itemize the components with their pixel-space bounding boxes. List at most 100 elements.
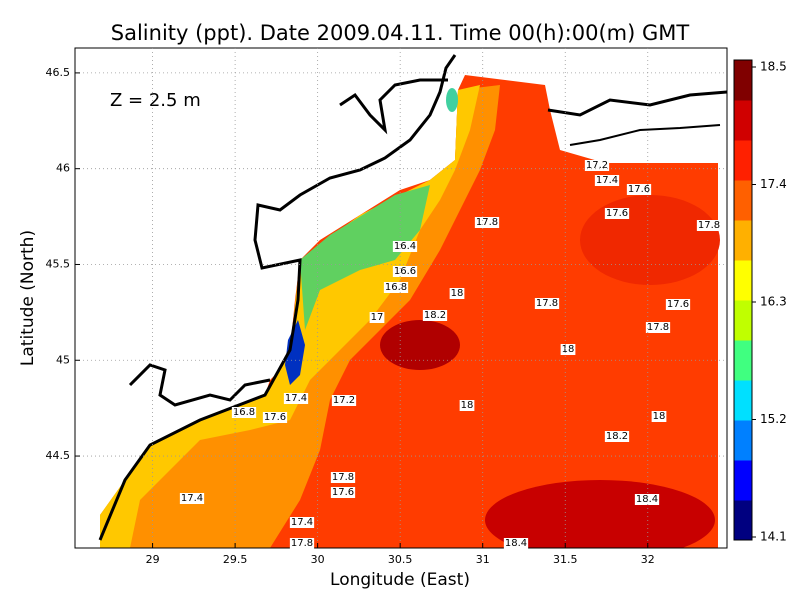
x-tick-label: 31 xyxy=(476,553,490,566)
contour-label: 17.6 xyxy=(667,299,689,310)
contour-label: 18 xyxy=(451,288,464,299)
contour-label: 17.8 xyxy=(647,322,669,333)
contour-label-box xyxy=(383,282,409,293)
contour-label-box xyxy=(584,160,610,171)
contour-label-box xyxy=(179,493,205,504)
fresh-water xyxy=(300,185,430,330)
colorbar-swatch xyxy=(734,180,752,221)
contour-label: 17.6 xyxy=(628,184,650,195)
contour-label: 17.8 xyxy=(476,217,498,228)
colorbar-swatch xyxy=(734,380,752,421)
contour-label-box xyxy=(459,400,475,411)
contour-label-box xyxy=(289,538,315,549)
contour-label: 16.8 xyxy=(233,407,255,418)
plot-frame xyxy=(74,47,728,549)
colorbar-swatch xyxy=(734,500,752,541)
contour-label: 17.4 xyxy=(181,493,203,504)
contour-label-box xyxy=(392,241,418,252)
coastline xyxy=(98,54,457,541)
contour-label: 16.6 xyxy=(394,266,416,277)
contour-label-box xyxy=(626,184,652,195)
coastal-band xyxy=(100,85,480,548)
contour-label-box xyxy=(331,395,357,406)
x-tick-label: 30.5 xyxy=(388,553,413,566)
contour-label-box xyxy=(560,344,576,355)
colorbar-swatch xyxy=(734,420,752,461)
colorbar-swatch xyxy=(734,340,752,381)
contour-label: 17 xyxy=(371,312,384,323)
contour-label-box xyxy=(594,175,620,186)
contour-label: 17.8 xyxy=(291,538,313,549)
contour-label-box xyxy=(665,299,691,310)
contour-label-box xyxy=(534,298,560,309)
y-tick-label: 44.5 xyxy=(46,449,71,462)
x-axis-label: Longitude (East) xyxy=(330,570,470,590)
field xyxy=(98,54,727,548)
contour-label: 17.8 xyxy=(536,298,558,309)
contour-labels: 17.2 17.4 17.6 17.6 17.8 17.8 16.4 16.6 16.8 18 17… xyxy=(179,160,722,549)
contour-label: 18 xyxy=(461,400,474,411)
contour-label: 18.2 xyxy=(606,431,628,442)
colorbar-tick-label: 17.4 xyxy=(760,177,787,191)
colorbar-frame xyxy=(733,59,753,541)
contour-label: 18.2 xyxy=(424,310,446,321)
high-salinity xyxy=(380,320,460,370)
contour-label: 18.4 xyxy=(505,538,527,549)
x-tick-label: 31.5 xyxy=(553,553,578,566)
contour-label: 17.8 xyxy=(698,220,720,231)
coastline xyxy=(547,90,727,117)
colorbar-swatch xyxy=(734,60,752,101)
colorbar-swatch xyxy=(734,220,752,261)
contour-label-box xyxy=(262,412,288,423)
contour-label: 17.6 xyxy=(264,412,286,423)
fresh-water xyxy=(285,320,305,385)
contour-label-box xyxy=(330,472,356,483)
y-tick-label: 45 xyxy=(56,353,70,366)
contour-label-box xyxy=(330,487,356,498)
contour-label-box xyxy=(392,266,418,277)
contour-label-box xyxy=(503,538,529,549)
x-tick-label: 30 xyxy=(311,553,325,566)
contour-label-box xyxy=(369,312,385,323)
contour-label: 17.4 xyxy=(596,175,618,186)
coastline xyxy=(128,363,271,407)
colorbar-tick-label: 15.2 xyxy=(760,412,787,426)
contour-label: 18.4 xyxy=(636,494,658,505)
colorbar-swatch xyxy=(734,260,752,301)
x-tick-label: 29 xyxy=(146,553,160,566)
y-tick-label: 46.5 xyxy=(46,66,71,79)
contour-label-box xyxy=(474,217,500,228)
contour-label: 16.4 xyxy=(394,241,416,252)
contour-label-box xyxy=(634,494,660,505)
contour-label-box xyxy=(604,208,630,219)
high-salinity xyxy=(580,195,720,285)
contour-label: 18 xyxy=(562,344,575,355)
contour-label: 17.6 xyxy=(332,487,354,498)
colorbar-tick-label: 14.1 xyxy=(760,530,787,544)
contour-label-box xyxy=(283,393,309,404)
y-tick-label: 46 xyxy=(56,162,70,175)
colorbar-swatch xyxy=(734,140,752,181)
title: Salinity (ppt). Date 2009.04.11. Time 00… xyxy=(111,21,690,45)
contour-label: 17.8 xyxy=(332,472,354,483)
x-tick-label: 29.5 xyxy=(223,553,248,566)
contour-label: 16.8 xyxy=(385,282,407,293)
colorbar-swatch xyxy=(734,300,752,341)
contour-label-box xyxy=(422,310,448,321)
contour-label: 17.4 xyxy=(291,517,313,528)
contour-label: 17.2 xyxy=(586,160,608,171)
y-tick-label: 45.5 xyxy=(46,257,71,270)
y-axis-label: Latitude (North) xyxy=(18,230,38,366)
contour-label: 17.4 xyxy=(285,393,307,404)
contour-label-box xyxy=(651,411,667,422)
colorbar-tick-label: 18.5 xyxy=(760,60,787,74)
colorbar-tick-label: 16.3 xyxy=(760,295,787,309)
contour-label-box xyxy=(604,431,630,442)
contour-label: 18 xyxy=(653,411,666,422)
coastline xyxy=(339,78,448,135)
colorbar-swatch xyxy=(734,100,752,141)
contour-label-box xyxy=(231,407,257,418)
depth-annotation: Z = 2.5 m xyxy=(110,90,201,111)
contour-label-box xyxy=(449,288,465,299)
